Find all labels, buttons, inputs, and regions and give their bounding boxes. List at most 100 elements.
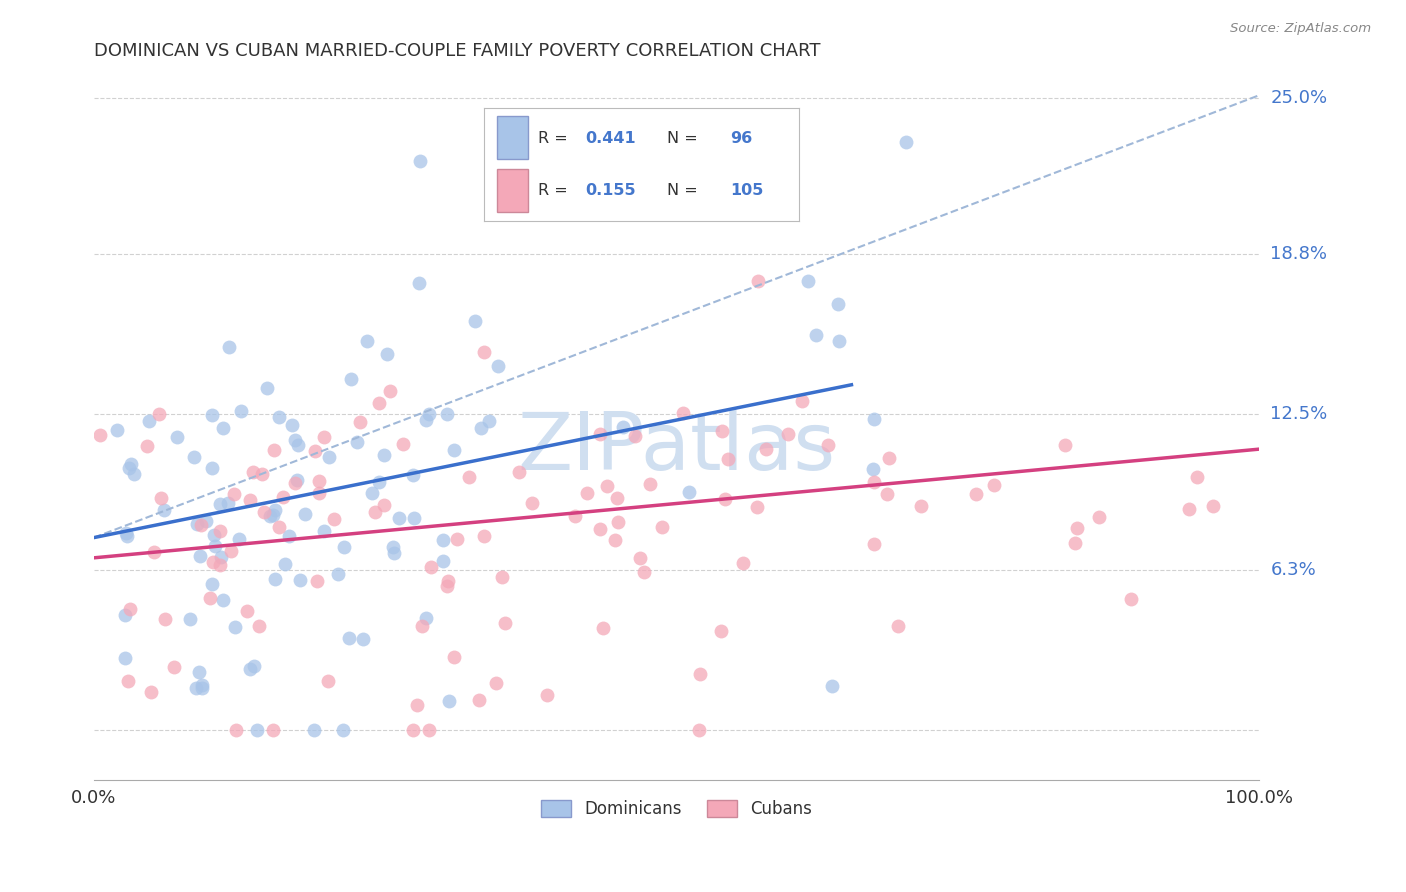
Point — [218, 496, 240, 510]
Point — [326, 566, 349, 581]
Text: Source: ZipAtlas.com: Source: ZipAtlas.com — [1230, 22, 1371, 36]
Point — [191, 681, 214, 695]
Point — [717, 451, 740, 466]
Point — [274, 558, 297, 572]
Point — [208, 497, 231, 511]
Point — [443, 443, 465, 458]
Point — [806, 328, 828, 343]
Point — [346, 434, 368, 449]
Point — [89, 427, 111, 442]
Point — [408, 276, 430, 290]
Point — [235, 604, 257, 618]
Point — [239, 662, 262, 676]
Point — [166, 430, 188, 444]
Point — [589, 427, 612, 442]
Point — [114, 607, 136, 622]
Point — [186, 517, 208, 532]
Point — [337, 631, 360, 645]
Text: 18.8%: 18.8% — [1271, 245, 1327, 263]
Point — [1202, 499, 1225, 513]
Point — [411, 619, 433, 633]
Point — [862, 537, 884, 551]
Point — [332, 540, 354, 554]
Text: 12.5%: 12.5% — [1271, 405, 1327, 423]
Point — [436, 579, 458, 593]
Point — [564, 508, 586, 523]
Point — [458, 469, 481, 483]
Point — [222, 486, 245, 500]
Point — [263, 572, 285, 586]
Point — [179, 612, 201, 626]
Point — [827, 297, 849, 311]
Point — [201, 460, 224, 475]
Point — [910, 499, 932, 513]
Point — [259, 508, 281, 523]
Point — [491, 570, 513, 584]
Point — [224, 620, 246, 634]
Point — [710, 425, 733, 439]
Point — [418, 408, 440, 422]
Point — [288, 573, 311, 587]
Point — [361, 486, 384, 500]
Text: 6.3%: 6.3% — [1271, 561, 1316, 580]
Point — [308, 486, 330, 500]
Point — [294, 507, 316, 521]
Point — [239, 493, 262, 508]
Point — [332, 723, 354, 737]
Point — [352, 632, 374, 647]
Point — [149, 491, 172, 505]
Point — [373, 448, 395, 462]
Point — [281, 418, 304, 433]
Text: DOMINICAN VS CUBAN MARRIED-COUPLE FAMILY POVERTY CORRELATION CHART: DOMINICAN VS CUBAN MARRIED-COUPLE FAMILY… — [94, 42, 821, 60]
Point — [253, 505, 276, 519]
Point — [415, 412, 437, 426]
Point — [436, 407, 458, 421]
Point — [190, 517, 212, 532]
Point — [322, 512, 344, 526]
Point — [153, 503, 176, 517]
Point — [250, 467, 273, 482]
Point — [820, 679, 842, 693]
Point — [651, 520, 673, 534]
Point — [436, 574, 458, 588]
Point — [188, 549, 211, 564]
Point — [887, 619, 910, 633]
Point — [467, 693, 489, 707]
Point — [302, 723, 325, 737]
Point — [122, 467, 145, 481]
Point — [745, 500, 768, 515]
Point — [688, 723, 710, 737]
Point — [218, 339, 240, 353]
Point — [443, 650, 465, 665]
Point — [485, 675, 508, 690]
Point — [243, 659, 266, 673]
Point — [405, 698, 427, 712]
Point — [432, 554, 454, 568]
Point — [638, 476, 661, 491]
Point — [208, 524, 231, 538]
Point — [202, 527, 225, 541]
Point — [747, 274, 769, 288]
Point — [198, 591, 221, 606]
Point — [287, 437, 309, 451]
Point — [817, 438, 839, 452]
Point — [862, 461, 884, 475]
Point — [211, 592, 233, 607]
Point — [246, 723, 269, 737]
Point — [284, 475, 307, 490]
Point — [965, 487, 987, 501]
Point — [308, 474, 330, 488]
Point — [589, 522, 612, 536]
Point — [368, 475, 391, 489]
Point — [267, 520, 290, 534]
Point — [305, 574, 328, 588]
Point — [877, 450, 900, 465]
Point — [219, 544, 242, 558]
Point — [107, 423, 129, 437]
Point — [225, 723, 247, 737]
Point — [263, 443, 285, 458]
Point — [439, 694, 461, 708]
Point — [508, 465, 530, 479]
Point — [862, 475, 884, 489]
Point — [148, 407, 170, 421]
